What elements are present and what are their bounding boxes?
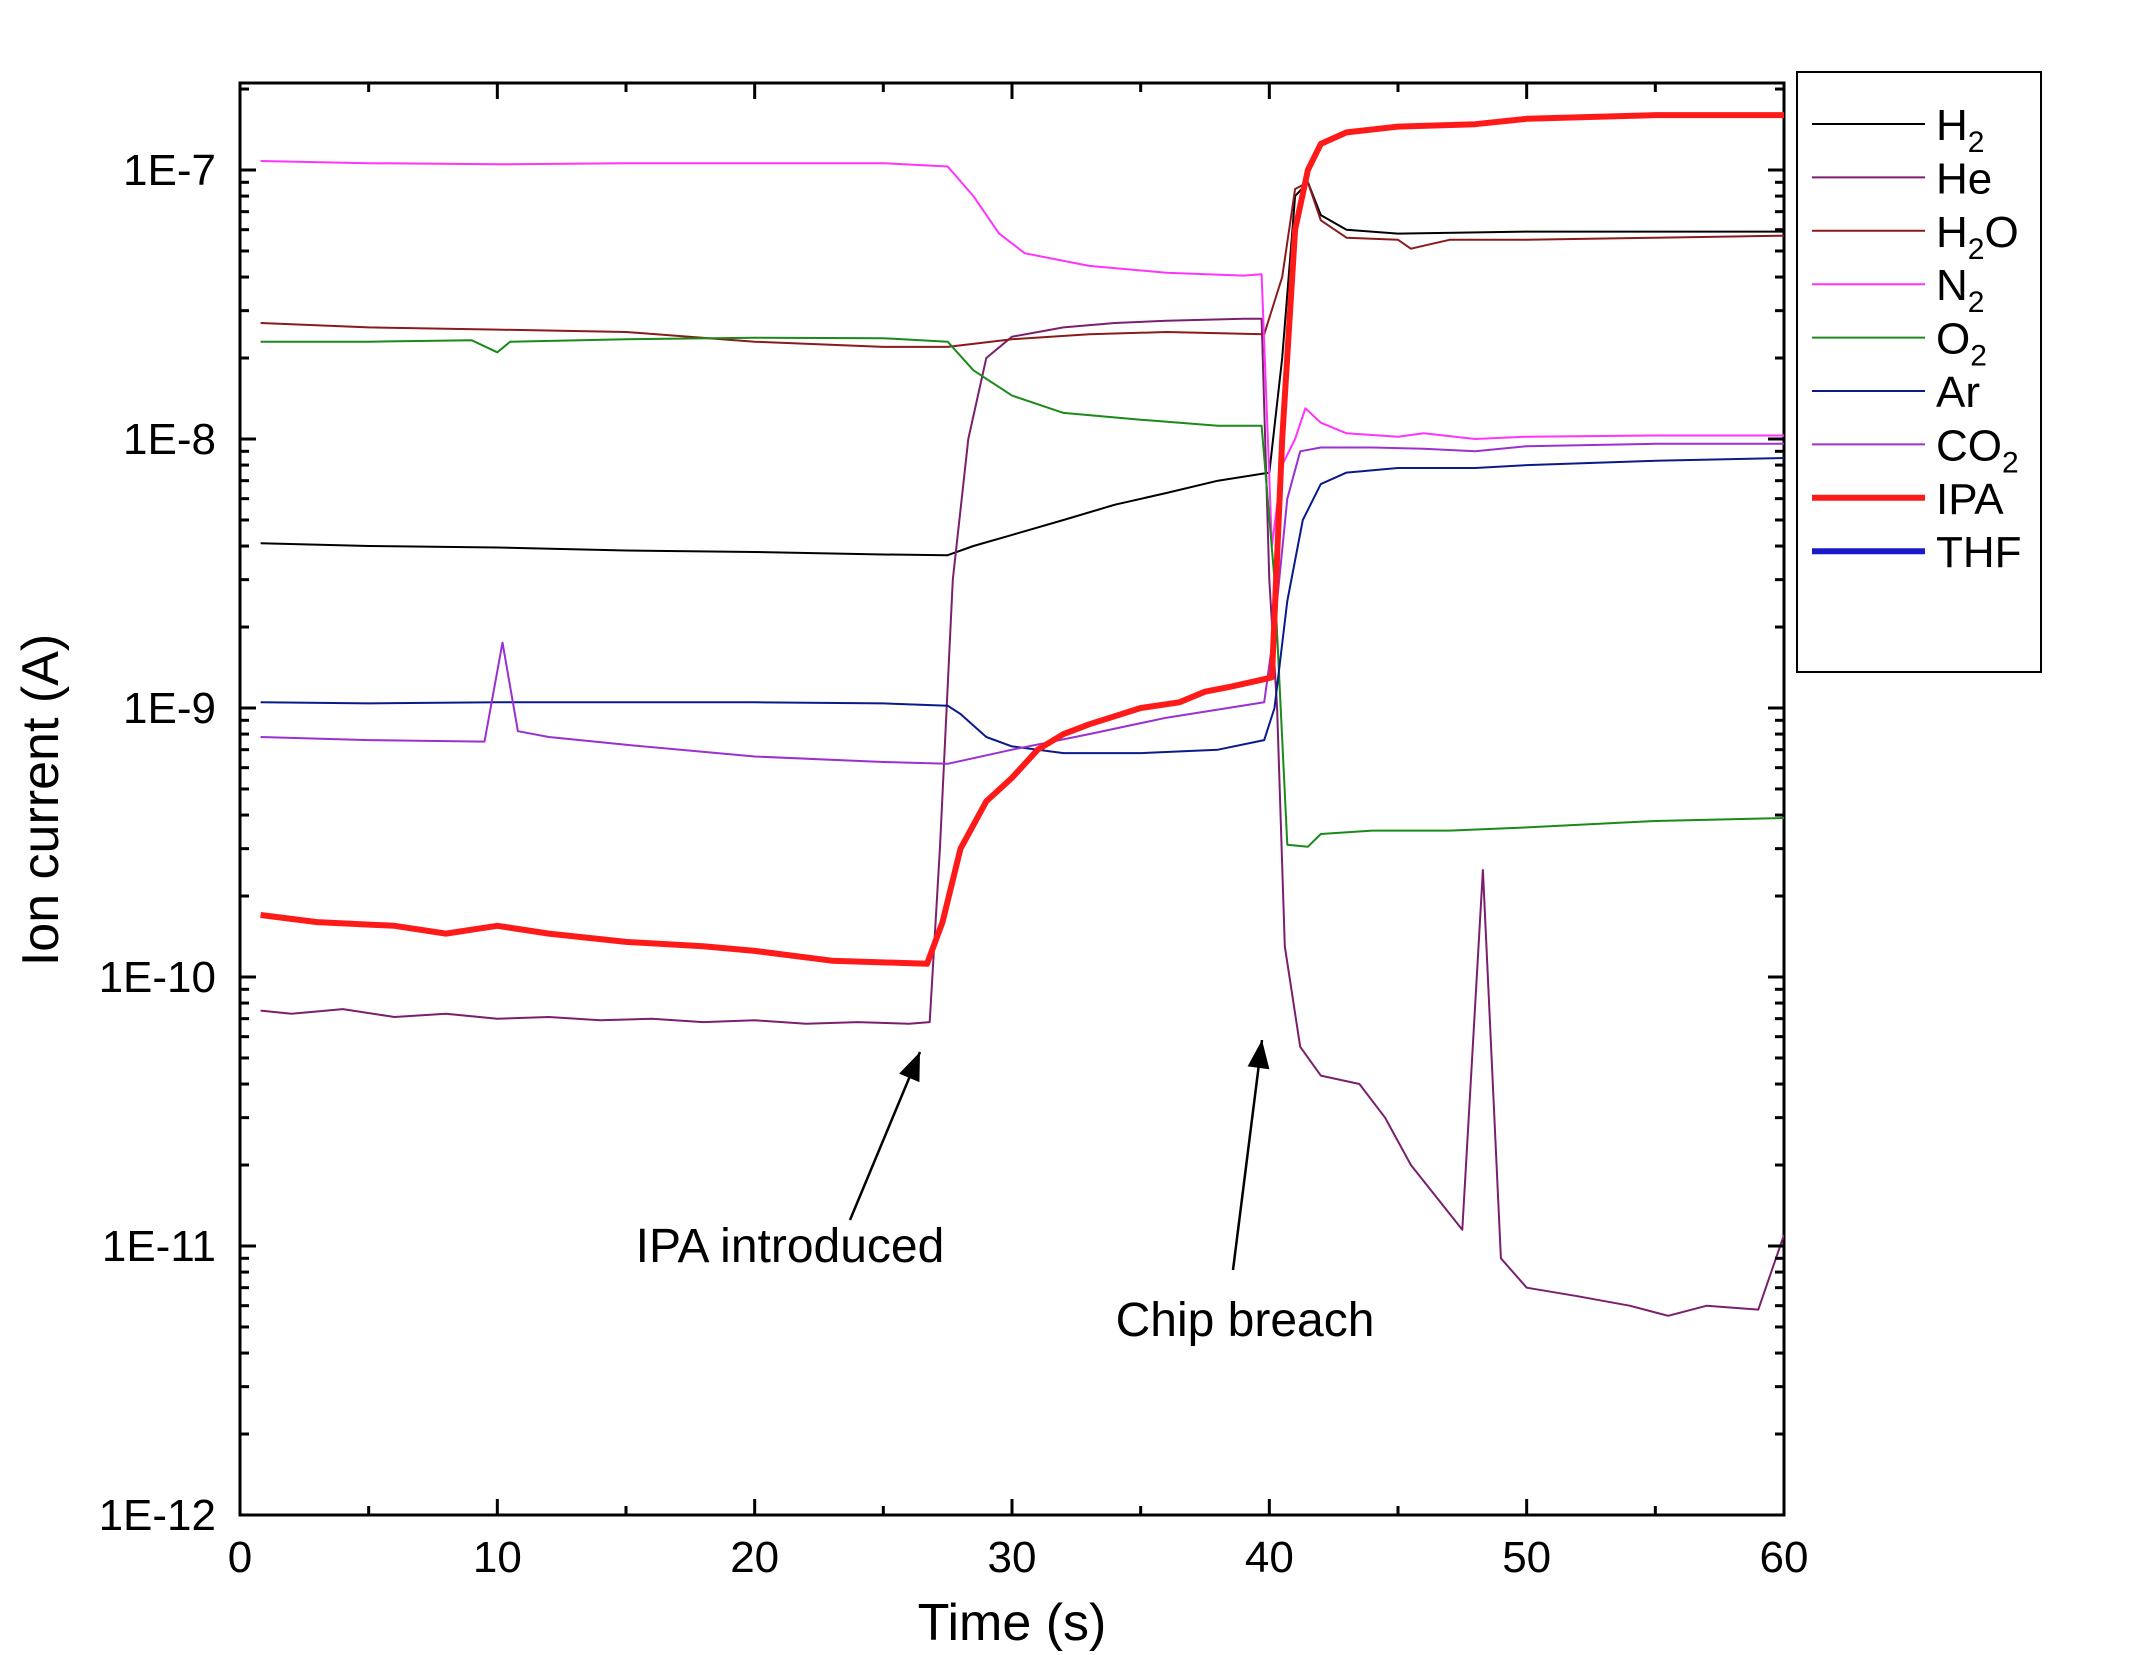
annotations: IPA introduced Chip breach [636, 1039, 1375, 1347]
y-tick-label: 1E-8 [123, 415, 216, 464]
series-line-4 [260, 336, 1784, 848]
series-line-3 [260, 160, 1784, 547]
x-tick-label: 30 [988, 1533, 1037, 1582]
legend-label: H2 [1936, 101, 1984, 159]
legend-label: He [1936, 154, 1992, 203]
annotation-label: IPA introduced [636, 1220, 945, 1273]
y-axis-title: Ion current (A) [12, 634, 70, 966]
annotation-arrow-head [1247, 1040, 1270, 1070]
ticks-layer: 0 10 20 30 40 50 60 1E-12 1E-11 1E-10 1E-9 1E-8 1E-7 [99, 83, 1809, 1582]
x-axis-title: Time (s) [918, 1594, 1107, 1652]
legend-label: N2 [1936, 261, 1984, 319]
x-tick-label: 10 [473, 1533, 522, 1582]
y-tick-label: 1E-7 [123, 146, 216, 195]
y-tick-label: 1E-11 [102, 1222, 216, 1271]
legend-box [1796, 71, 2042, 673]
series-line-5 [260, 457, 1784, 755]
annotation-arrow-shaft [848, 1051, 922, 1221]
series-line-2 [260, 181, 1784, 348]
legend-label: Ar [1936, 368, 1980, 417]
plot-frame [238, 81, 1786, 1517]
x-tick-label: 60 [1760, 1533, 1809, 1582]
y-tick-label: 1E-9 [123, 684, 216, 733]
x-tick-label: 0 [228, 1533, 252, 1582]
legend-label: THF [1936, 528, 2022, 577]
legend-label: CO2 [1936, 421, 2019, 479]
y-tick-label: 1E-12 [99, 1491, 216, 1540]
annotation-arrow-head [899, 1052, 920, 1083]
series-line-7 [260, 112, 1784, 967]
x-tick-label: 40 [1245, 1533, 1294, 1582]
legend-label: H2O [1936, 208, 2019, 266]
legend-label: O2 [1936, 315, 1987, 373]
series-layer [260, 112, 1784, 1317]
series-line-0 [260, 181, 1784, 557]
series-line-1 [260, 317, 1784, 1317]
x-tick-label: 50 [1502, 1533, 1551, 1582]
annotation-arrow-shaft [1231, 1039, 1264, 1271]
y-tick-label: 1E-10 [99, 953, 216, 1002]
legend-label: IPA [1936, 475, 2004, 524]
x-tick-label: 20 [730, 1533, 779, 1582]
annotation-label: Chip breach [1116, 1294, 1375, 1347]
series-line-6 [260, 442, 1784, 765]
